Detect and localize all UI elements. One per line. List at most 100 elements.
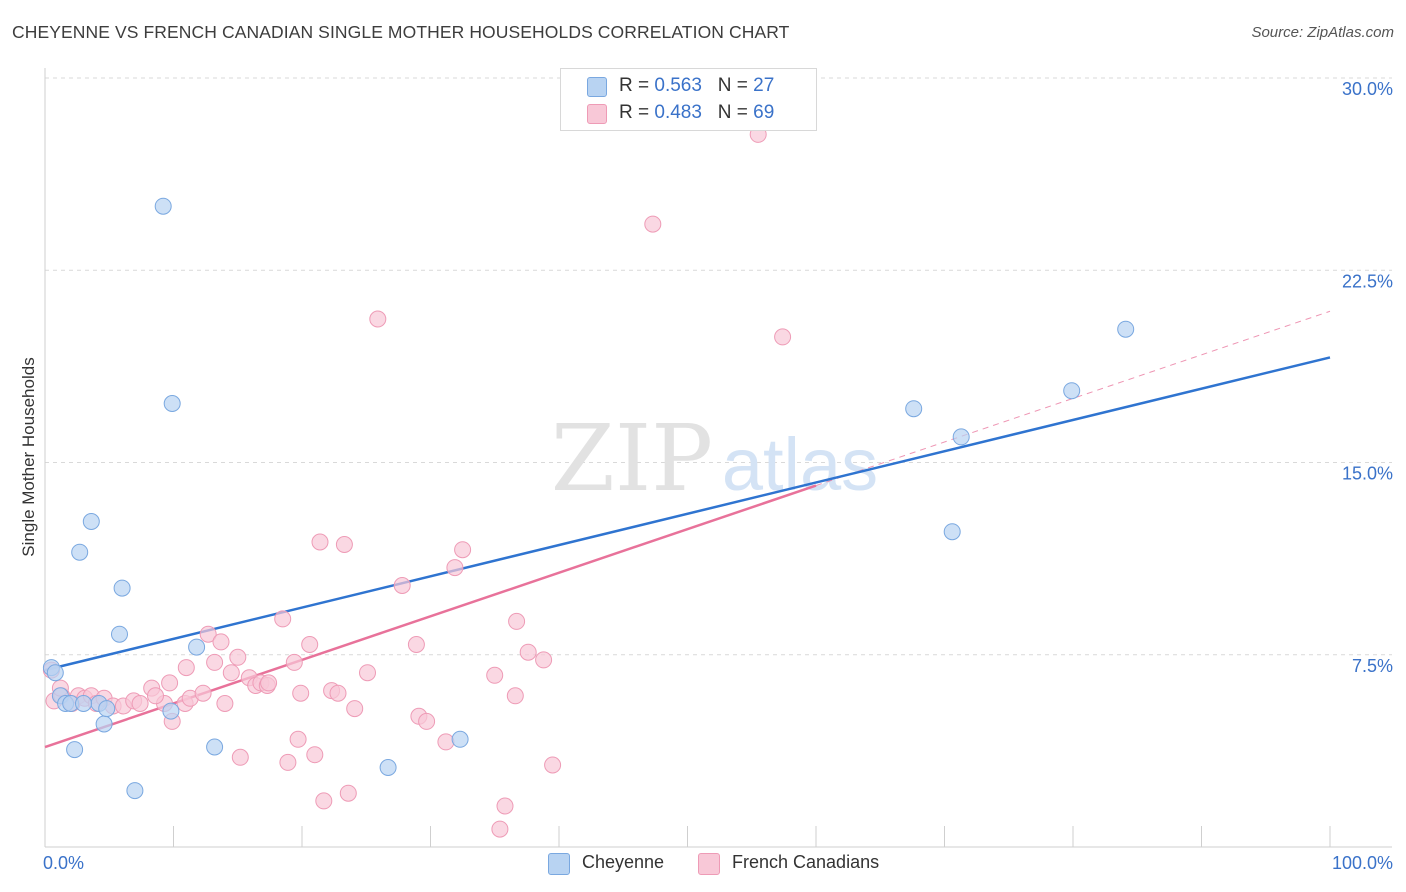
cheyenne-point [113, 579, 131, 597]
french-n-value: 69 [753, 102, 775, 123]
axis-layer [44, 68, 1392, 848]
cheyenne-point [98, 700, 116, 718]
french-canadians-point [491, 820, 509, 838]
legend-swatch-french [698, 853, 720, 875]
french-canadians-point [486, 666, 504, 684]
french-canadians-point [212, 633, 230, 651]
trend-layer [44, 310, 1331, 749]
french-canadians-point [339, 784, 357, 802]
y-axis-label: Single Mother Households [19, 357, 38, 557]
cheyenne-point [95, 715, 113, 733]
french-canadians-point [454, 541, 472, 559]
chart-title: CHEYENNE VS FRENCH CANADIAN SINGLE MOTHE… [12, 22, 790, 42]
tick-label-layer: 7.5% 15.0% 22.5% 30.0% 0.0% 100.0% [43, 79, 1393, 873]
french-canadians-point [285, 653, 303, 671]
french-canadians-point [131, 695, 149, 712]
cheyenne-point [451, 730, 469, 748]
cheyenne-point [163, 395, 181, 412]
legend-label-french: French Canadians [732, 852, 880, 872]
french-canadians-trend-extension [815, 310, 1331, 487]
stats-text-french: R = 0.483 N = 69 [619, 102, 774, 124]
cheyenne-point [943, 523, 961, 541]
french-canadians-point [194, 684, 212, 702]
cheyenne-n-value: 27 [753, 75, 775, 96]
french-canadians-point [306, 746, 324, 764]
source-label[interactable]: Source: ZipAtlas.com [1251, 24, 1394, 41]
watermark-zip: ZIP [551, 405, 713, 512]
cheyenne-r-value: 0.563 [654, 75, 702, 96]
cheyenne-point [46, 664, 64, 682]
french-canadians-point [329, 684, 347, 702]
french-canadians-point [506, 687, 524, 705]
cheyenne-point [905, 400, 923, 418]
cheyenne-point [82, 513, 100, 530]
french-canadians-point [301, 636, 319, 653]
french-canadians-point [222, 664, 240, 682]
cheyenne-point [154, 197, 172, 215]
r-label: R = [619, 102, 650, 123]
french-canadians-point [177, 659, 195, 677]
cheyenne-point [126, 782, 144, 800]
french-canadians-point [496, 797, 514, 815]
french-canadians-point [418, 712, 436, 730]
french-canadians-point [231, 748, 249, 766]
french-canadians-point [289, 730, 307, 748]
cheyenne-swatch [587, 77, 607, 97]
french-r-value: 0.483 [654, 102, 702, 123]
cheyenne-point [162, 702, 180, 720]
y-tick-label: 15.0% [1342, 464, 1393, 484]
french-canadians-point [774, 328, 792, 346]
cheyenne-point [206, 738, 224, 756]
cheyenne-trend-line [44, 356, 1331, 672]
french-canadians-point [292, 684, 310, 702]
points-layer [42, 125, 1135, 838]
legend-label-cheyenne: Cheyenne [582, 852, 665, 872]
cheyenne-point [71, 543, 89, 561]
french-canadians-point [535, 651, 553, 669]
french-canadians-point [446, 559, 464, 577]
cheyenne-point [66, 741, 84, 759]
x-tick-label: 100.0% [1332, 853, 1393, 873]
french-canadians-point [161, 674, 179, 692]
french-canadians-point [335, 536, 353, 553]
cheyenne-point [111, 625, 128, 643]
french-canadians-point [508, 612, 526, 630]
cheyenne-point [1117, 320, 1135, 338]
cheyenne-point [75, 695, 92, 712]
french-canadians-point [147, 687, 164, 705]
french-canadians-point [346, 700, 364, 718]
cheyenne-point [188, 638, 206, 656]
n-label: N = [717, 75, 748, 96]
french-canadians-point [279, 753, 297, 771]
y-tick-label: 30.0% [1342, 79, 1393, 99]
french-canadians-point [369, 310, 387, 328]
french-canadians-point [359, 664, 376, 682]
french-canadians-point [260, 674, 278, 692]
n-label: N = [717, 102, 748, 123]
stats-box: R = 0.563 N = 27 R = 0.483 N = 69 [560, 68, 817, 131]
r-label: R = [619, 75, 650, 96]
french-canadians-point [206, 653, 224, 671]
legend-swatch-cheyenne [548, 853, 570, 875]
watermark-atlas: atlas [722, 423, 878, 506]
french-canadians-point [216, 695, 234, 712]
stats-text-cheyenne: R = 0.563 N = 27 [619, 75, 774, 97]
french-canadians-point [393, 577, 411, 594]
french-canadians-point [199, 625, 217, 643]
french-canadians-point [229, 648, 247, 666]
cheyenne-point [1063, 382, 1081, 400]
cheyenne-point [952, 428, 970, 446]
french-canadians-point [519, 643, 537, 661]
french-canadians-point [315, 792, 333, 810]
y-tick-label: 7.5% [1352, 656, 1393, 676]
french-canadians-point [274, 610, 292, 628]
french-canadians-point [544, 756, 562, 774]
y-tick-label: 22.5% [1342, 271, 1393, 291]
french-canadians-point [311, 533, 329, 551]
x-tick-label: 0.0% [43, 853, 84, 873]
french-swatch [587, 104, 607, 124]
french-canadians-point [437, 733, 455, 751]
grid-layer [45, 77, 1392, 656]
french-canadians-point [644, 215, 662, 233]
